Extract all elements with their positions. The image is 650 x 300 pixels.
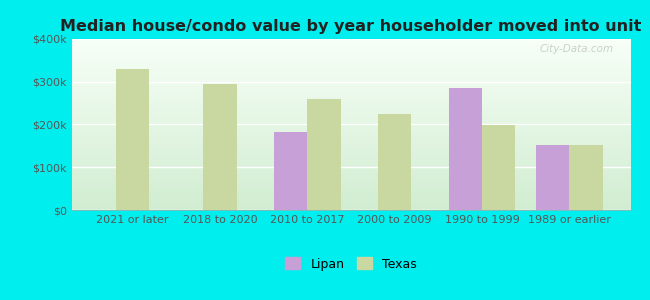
- Title: Median house/condo value by year householder moved into unit: Median house/condo value by year househo…: [60, 19, 642, 34]
- Bar: [569, 145, 603, 210]
- Bar: [274, 132, 307, 210]
- Bar: [448, 88, 482, 210]
- Bar: [482, 125, 515, 210]
- Text: City-Data.com: City-Data.com: [540, 44, 614, 54]
- Legend: Lipan, Texas: Lipan, Texas: [280, 252, 422, 276]
- Bar: [378, 114, 411, 210]
- Bar: [116, 69, 150, 210]
- Bar: [203, 84, 237, 210]
- Bar: [307, 99, 341, 210]
- Bar: [536, 145, 569, 210]
